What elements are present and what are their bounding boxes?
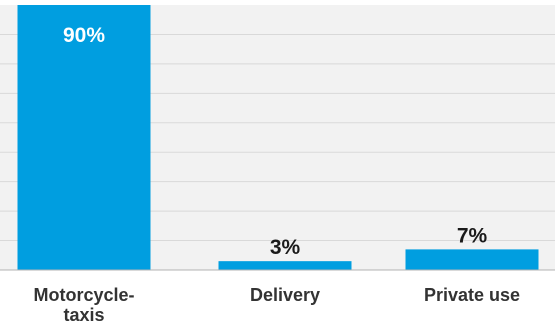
bar-private-use [405, 249, 539, 270]
value-labels: 90% 3% 7% [63, 24, 488, 259]
value-label: 7% [457, 224, 488, 247]
category-label: Delivery [249, 285, 321, 305]
bar-motorcycle-taxis [17, 5, 151, 270]
bars [17, 5, 539, 270]
value-label: 3% [270, 236, 301, 259]
value-label: 90% [63, 24, 105, 47]
category-label: Private use [423, 285, 521, 305]
category-label: Motorcycle-taxis [33, 285, 135, 325]
bar-delivery [218, 261, 352, 270]
